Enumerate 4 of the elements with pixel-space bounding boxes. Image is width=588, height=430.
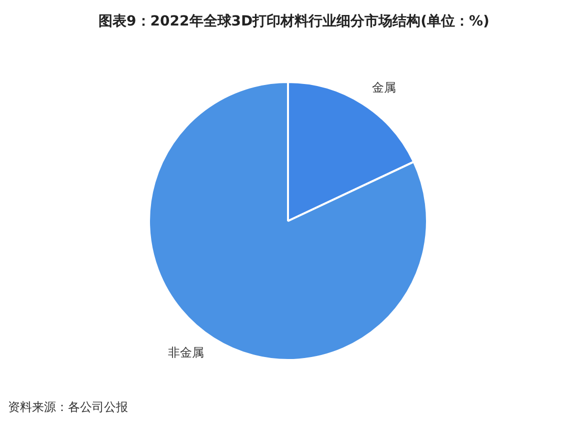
text: 资料来源：各公司公报 (8, 400, 128, 414)
slice-label: 非金属 (168, 346, 204, 360)
slice-label: 金属 (372, 80, 396, 95)
chart-title: 图表9：2022年全球3D打印材料行业细分市场结构(单位：%) (98, 12, 490, 30)
